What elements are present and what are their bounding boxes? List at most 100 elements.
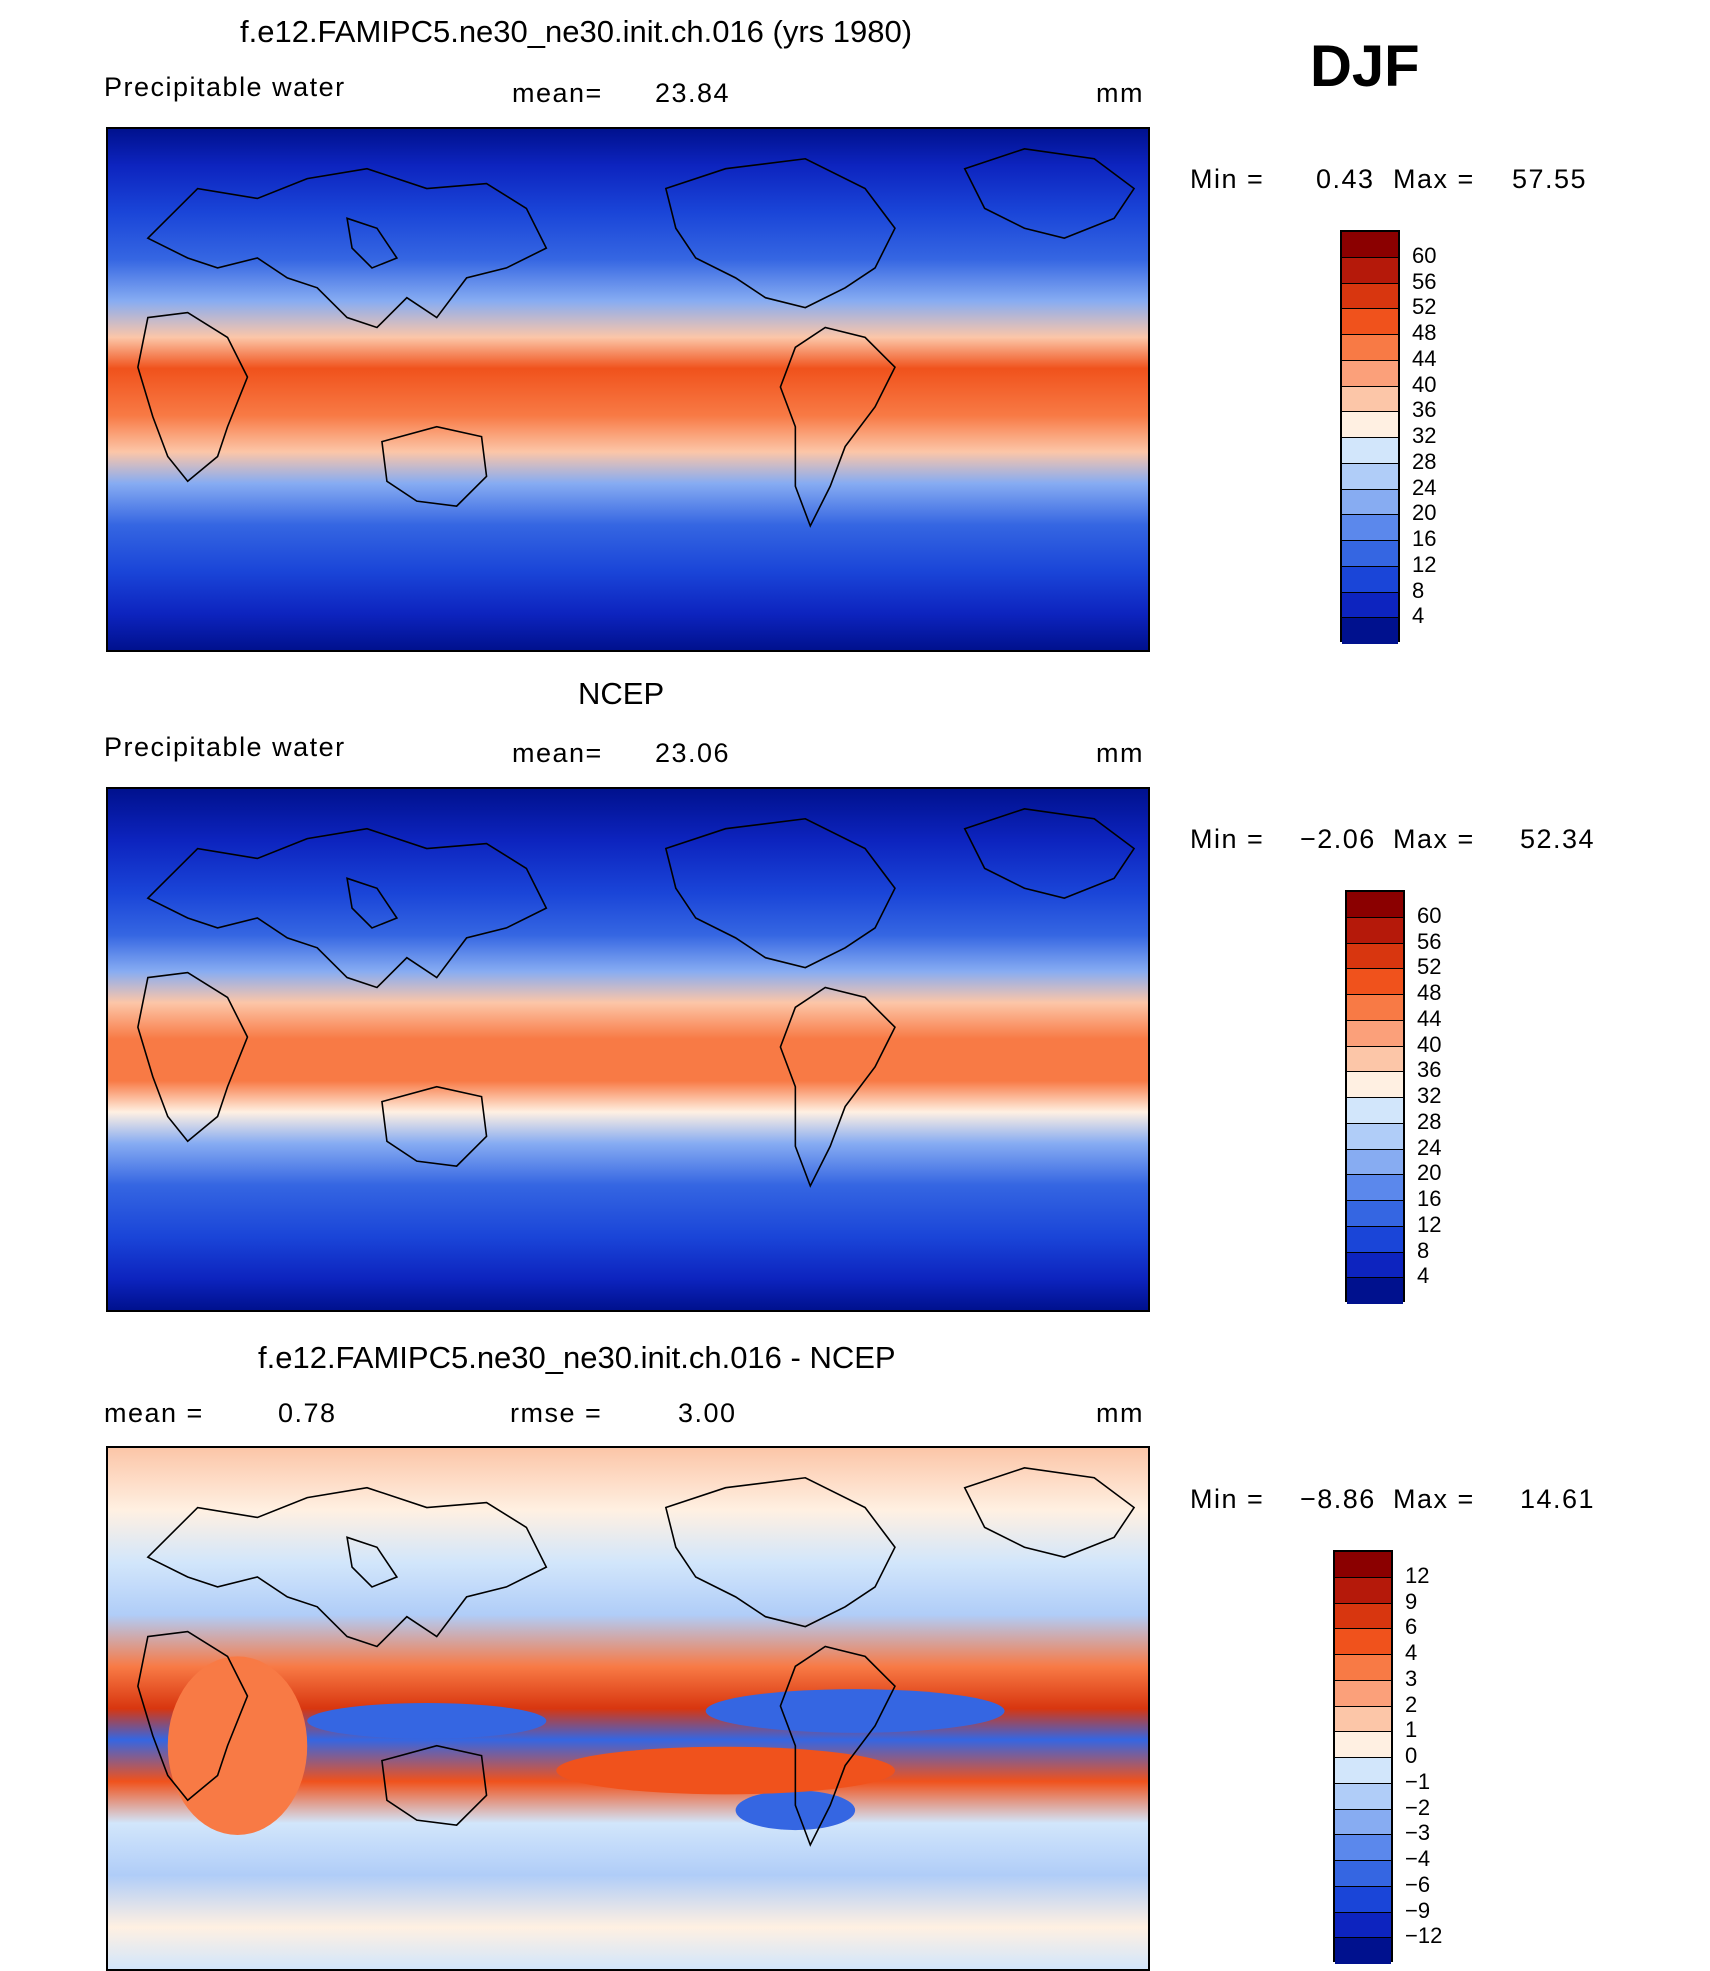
colorbar-tick-label: 20 bbox=[1412, 500, 1437, 526]
colorbar-tick-label: 2 bbox=[1405, 1691, 1418, 1717]
colorbar-cell bbox=[1335, 1809, 1391, 1836]
colorbar-cell bbox=[1335, 1758, 1391, 1784]
panel3-negative-anomaly-indian bbox=[307, 1703, 547, 1739]
colorbar-cell bbox=[1342, 386, 1398, 413]
panel1-variable-label: Precipitable water bbox=[104, 72, 346, 102]
colorbar-cell bbox=[1347, 1098, 1403, 1124]
panel3-min-label: Min = bbox=[1190, 1484, 1265, 1514]
colorbar-cell bbox=[1335, 1783, 1391, 1810]
colorbar-cell bbox=[1347, 1252, 1403, 1279]
colorbar-tick-label: 52 bbox=[1412, 294, 1437, 320]
coastline bbox=[664, 157, 896, 309]
coastline bbox=[146, 827, 548, 989]
colorbar-tick-label: 4 bbox=[1412, 603, 1425, 629]
colorbar-cell bbox=[1335, 1552, 1391, 1578]
colorbar-tick-label: −12 bbox=[1405, 1923, 1443, 1949]
colorbar-tick-label: 12 bbox=[1417, 1211, 1442, 1237]
colorbar-tick-label: 20 bbox=[1417, 1160, 1442, 1186]
panel2-coastlines bbox=[137, 808, 1136, 1188]
coastline bbox=[346, 877, 399, 929]
colorbar-cell bbox=[1335, 1655, 1391, 1681]
panel1-title: f.e12.FAMIPC5.ne30_ne30.init.ch.016 (yrs… bbox=[240, 14, 913, 49]
colorbar-tick-label: 4 bbox=[1405, 1640, 1418, 1665]
panel1-field bbox=[108, 129, 1148, 650]
panel3-negative-anomaly-south bbox=[735, 1790, 856, 1831]
coastline bbox=[779, 326, 896, 528]
coastline bbox=[963, 148, 1136, 239]
coastline bbox=[146, 1486, 548, 1648]
colorbar-cell bbox=[1347, 1175, 1403, 1201]
colorbar-cell bbox=[1342, 335, 1398, 361]
panel3-map-svg bbox=[108, 1448, 1148, 1969]
colorbar-cell bbox=[1335, 1603, 1391, 1630]
panel3-rmse-label: rmse = bbox=[510, 1398, 603, 1428]
colorbar-tick-label: 12 bbox=[1405, 1562, 1430, 1588]
colorbar-cell bbox=[1347, 1149, 1403, 1176]
colorbar-cell bbox=[1342, 489, 1398, 516]
panel2-min-label: Min = bbox=[1190, 824, 1265, 854]
panel2-mean-label: mean= bbox=[512, 738, 603, 768]
panel3-title: f.e12.FAMIPC5.ne30_ne30.init.ch.016 - NC… bbox=[258, 1340, 896, 1375]
colorbar-cell bbox=[1342, 566, 1398, 593]
colorbar-tick-label: 6 bbox=[1405, 1614, 1418, 1640]
panel3-max-value: 14.61 bbox=[1520, 1484, 1596, 1514]
colorbar-tick-label: 60 bbox=[1417, 902, 1442, 928]
panel2-map bbox=[106, 787, 1150, 1312]
colorbar-tick-label: 44 bbox=[1417, 1005, 1442, 1031]
coastline bbox=[346, 217, 399, 269]
colorbar-tick-label: 24 bbox=[1417, 1134, 1442, 1160]
coastline bbox=[146, 167, 548, 329]
coastline bbox=[779, 986, 896, 1188]
colorbar-tick-label: 1 bbox=[1405, 1717, 1418, 1743]
colorbar-tick-label: 32 bbox=[1412, 423, 1437, 448]
colorbar-tick-label: 48 bbox=[1412, 320, 1437, 345]
colorbar-cell bbox=[1347, 892, 1403, 918]
colorbar-cell bbox=[1342, 360, 1398, 387]
colorbar-tick-label: 36 bbox=[1412, 397, 1437, 423]
colorbar-cell bbox=[1342, 618, 1398, 644]
colorbar-tick-label: 36 bbox=[1417, 1057, 1442, 1083]
colorbar-cell bbox=[1342, 541, 1398, 567]
colorbar-cell bbox=[1342, 283, 1398, 310]
colorbar-cell bbox=[1342, 515, 1398, 541]
colorbar-cell bbox=[1342, 412, 1398, 438]
colorbar-cell bbox=[1347, 1201, 1403, 1227]
colorbar-tick-label: 4 bbox=[1417, 1263, 1430, 1289]
colorbar-tick-label: 60 bbox=[1412, 242, 1437, 268]
panel1-colorbar bbox=[1340, 230, 1400, 644]
colorbar-tick-label: −3 bbox=[1405, 1820, 1431, 1846]
colorbar-tick-label: 56 bbox=[1417, 928, 1442, 954]
panel3-min-value: −8.86 bbox=[1300, 1484, 1376, 1514]
panel3-positive-anomaly-africa bbox=[167, 1656, 308, 1836]
panel3-negative-anomaly-pacific bbox=[705, 1689, 1005, 1733]
colorbar-tick-label: 52 bbox=[1417, 954, 1442, 980]
colorbar-tick-label: 24 bbox=[1412, 474, 1437, 500]
colorbar-tick-label: 8 bbox=[1417, 1237, 1430, 1263]
panel3-coastlines bbox=[137, 1467, 1136, 1847]
panel3-map bbox=[106, 1446, 1150, 1971]
colorbar-cell bbox=[1342, 309, 1398, 335]
colorbar-cell bbox=[1347, 1046, 1403, 1073]
colorbar-cell bbox=[1347, 943, 1403, 970]
colorbar-cell bbox=[1347, 1278, 1403, 1304]
colorbar-tick-label: 8 bbox=[1412, 577, 1425, 603]
panel2-colorbar bbox=[1345, 890, 1405, 1304]
panel2-units: mm bbox=[1096, 738, 1144, 768]
colorbar-tick-label: −1 bbox=[1405, 1768, 1431, 1794]
colorbar-cell bbox=[1335, 1629, 1391, 1655]
panel3-max-label: Max = bbox=[1393, 1484, 1475, 1514]
colorbar-cell bbox=[1335, 1706, 1391, 1733]
panel2-min-value: −2.06 bbox=[1300, 824, 1376, 854]
panel2-max-value: 52.34 bbox=[1520, 824, 1596, 854]
colorbar-cell bbox=[1335, 1835, 1391, 1861]
colorbar-tick-label: 28 bbox=[1417, 1108, 1442, 1134]
coastline bbox=[137, 311, 249, 483]
colorbar-cell bbox=[1342, 257, 1398, 284]
colorbar-cell bbox=[1335, 1861, 1391, 1887]
colorbar-tick-label: −2 bbox=[1405, 1794, 1431, 1820]
coastline bbox=[381, 1085, 488, 1167]
panel1-map bbox=[106, 127, 1150, 652]
colorbar-tick-label: 32 bbox=[1417, 1083, 1442, 1108]
panel2-mean-value: 23.06 bbox=[655, 738, 731, 768]
colorbar-cell bbox=[1335, 1732, 1391, 1758]
